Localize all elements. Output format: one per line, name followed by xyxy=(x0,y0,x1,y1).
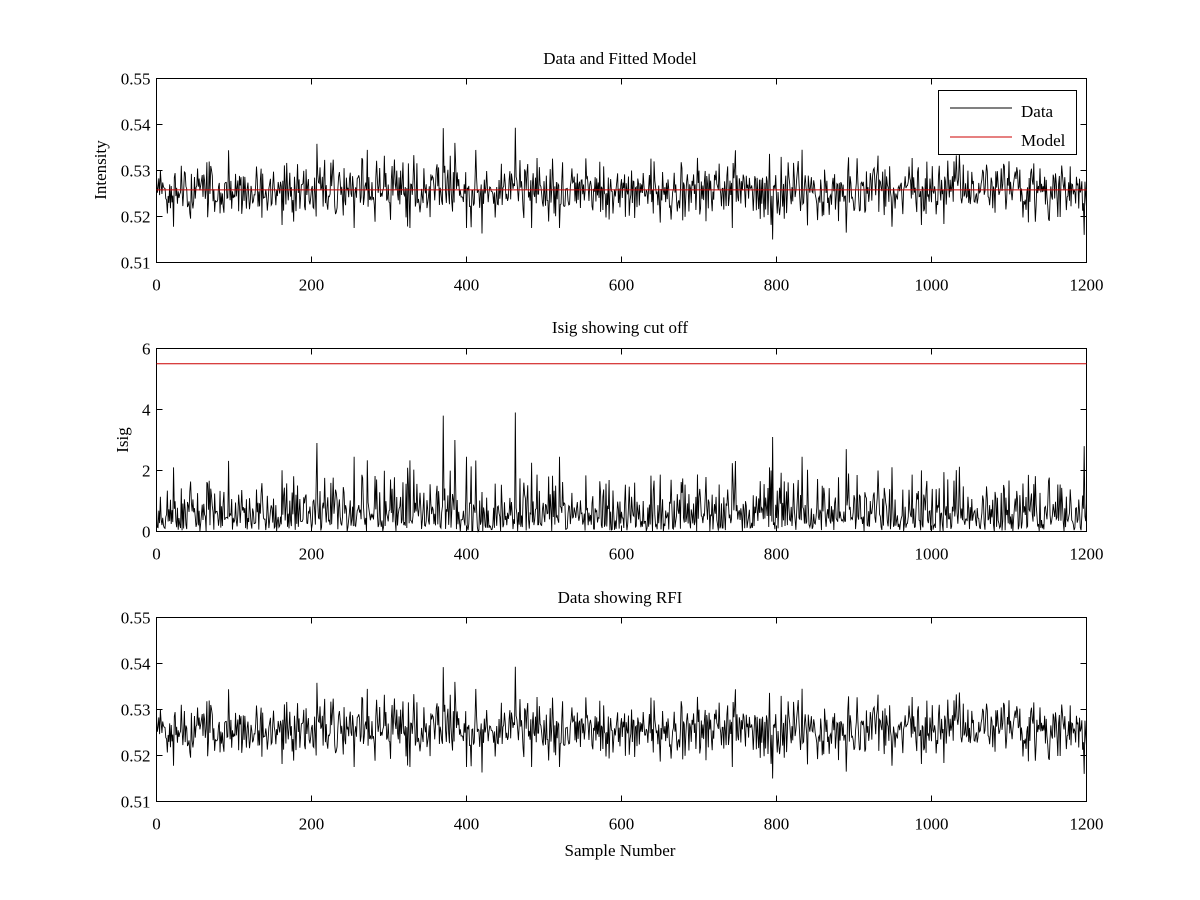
x-axis-label: Sample Number xyxy=(565,841,676,860)
series-line-data xyxy=(156,666,1087,779)
chart-title: Data and Fitted Model xyxy=(543,49,697,68)
x-tick-label: 200 xyxy=(299,545,325,564)
series-layer xyxy=(156,666,1087,779)
x-tick-label: 1200 xyxy=(1070,815,1104,834)
chart-title: Isig showing cut off xyxy=(552,318,688,337)
y-tick-label: 0.53 xyxy=(121,162,151,181)
x-tick-label: 400 xyxy=(454,545,480,564)
x-tick-label: 1200 xyxy=(1070,276,1104,295)
series-line-data xyxy=(156,127,1087,240)
x-tick-label: 0 xyxy=(152,276,161,295)
axis-ticks: 0 200 400 600 800 1000 1200 0 2 4 6 xyxy=(142,340,1104,564)
panel-data-fitted-model: Data and Fitted Model Intensity 0 200 400 6… xyxy=(91,49,1104,295)
y-tick-label: 0.51 xyxy=(121,793,151,812)
legend: Data Model xyxy=(938,90,1077,155)
y-tick-label: 0.54 xyxy=(121,655,151,674)
series-line-isig xyxy=(156,412,1087,533)
series-layer xyxy=(156,127,1087,240)
y-tick-label: 2 xyxy=(142,462,151,481)
y-tick-label: 0.52 xyxy=(121,208,151,227)
axis-ticks: 0 200 400 600 800 1000 1200 0.51 0.52 0.53 0.54 0.5… xyxy=(121,70,1104,295)
panel-isig-cut-off: Isig showing cut off Isig 0 200 400 600 800 1… xyxy=(113,318,1104,564)
x-tick-label: 400 xyxy=(454,276,480,295)
x-tick-label: 1000 xyxy=(915,545,949,564)
x-tick-label: 200 xyxy=(299,276,325,295)
y-tick-label: 4 xyxy=(142,401,151,420)
x-tick-label: 1000 xyxy=(915,815,949,834)
axis-ticks: 0 200 400 600 800 1000 1200 0.51 0.52 0.53 0.54 0.5… xyxy=(121,609,1104,834)
x-tick-label: 0 xyxy=(152,815,161,834)
y-tick-label: 6 xyxy=(142,340,151,359)
legend-label-data: Data xyxy=(1021,102,1054,121)
y-tick-label: 0.51 xyxy=(121,254,151,273)
x-tick-label: 600 xyxy=(609,545,635,564)
x-tick-label: 600 xyxy=(609,276,635,295)
x-tick-label: 1200 xyxy=(1070,545,1104,564)
legend-box xyxy=(938,90,1077,155)
x-tick-label: 400 xyxy=(454,815,480,834)
y-axis-label: Isig xyxy=(113,427,132,453)
y-tick-label: 0.55 xyxy=(121,70,151,89)
y-tick-label: 0.55 xyxy=(121,609,151,628)
x-tick-label: 600 xyxy=(609,815,635,834)
y-axis-label: Intensity xyxy=(91,140,110,200)
x-tick-label: 800 xyxy=(764,545,790,564)
y-tick-label: 0.53 xyxy=(121,701,151,720)
y-tick-label: 0.52 xyxy=(121,747,151,766)
x-tick-label: 200 xyxy=(299,815,325,834)
y-tick-label: 0 xyxy=(142,523,151,542)
x-tick-label: 800 xyxy=(764,276,790,295)
legend-label-model: Model xyxy=(1021,131,1066,150)
x-tick-label: 800 xyxy=(764,815,790,834)
y-tick-label: 0.54 xyxy=(121,116,151,135)
x-tick-label: 1000 xyxy=(915,276,949,295)
panel-data-showing-rfi: Data showing RFI 0 200 400 600 800 1000 1200 0.… xyxy=(121,588,1104,860)
chart-title: Data showing RFI xyxy=(558,588,683,607)
x-tick-label: 0 xyxy=(152,545,161,564)
series-layer xyxy=(156,363,1087,533)
